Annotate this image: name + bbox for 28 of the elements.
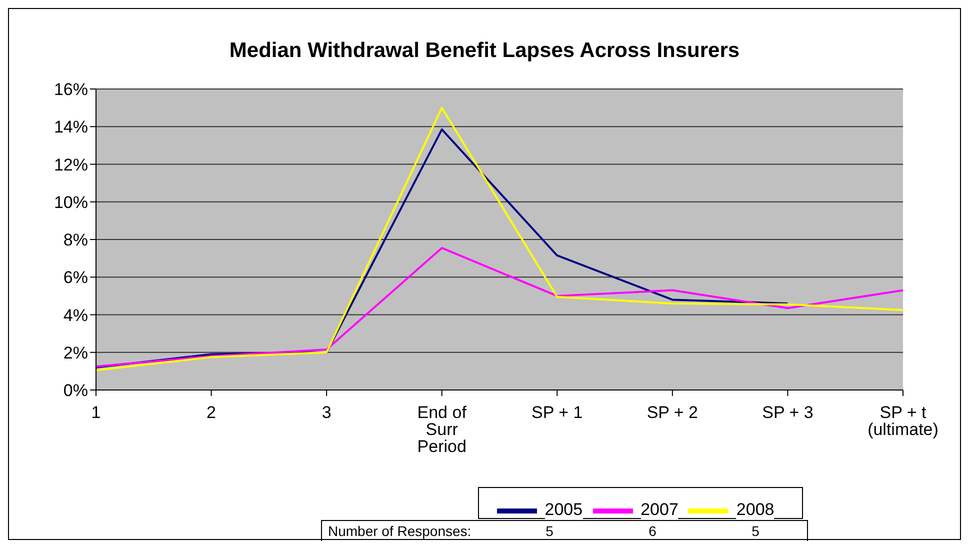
- y-tick-label: 2%: [63, 343, 88, 362]
- y-tick-label: 6%: [63, 268, 88, 288]
- x-tick-label: 2: [206, 403, 216, 422]
- y-tick-label: 16%: [54, 80, 88, 100]
- x-tick-label: End of Surr Period: [417, 403, 467, 456]
- line-series: [95, 246, 904, 368]
- text: 6: [648, 523, 658, 539]
- x-tick-label: SP + t (ultimate): [868, 403, 938, 440]
- y-tick-label: 4%: [63, 306, 88, 325]
- text: Number of Responses:: [327, 523, 472, 539]
- line-series: [95, 128, 789, 368]
- x-tick-label: SP + 3: [762, 403, 814, 422]
- y-tick-label: 10%: [54, 192, 88, 212]
- line-series: [95, 106, 904, 372]
- x-tick-label: 1: [91, 403, 101, 422]
- legend-label: 2005: [544, 500, 583, 520]
- x-tick-label: SP + 2: [646, 403, 698, 422]
- legend-label: 2008: [736, 500, 774, 520]
- y-tick-label: 0%: [63, 381, 88, 400]
- chart-title: Median Withdrawal Benefit Lapses Across Insurers: [228, 39, 741, 63]
- x-tick-label: 3: [322, 403, 332, 422]
- text: 5: [750, 523, 760, 539]
- y-tick-label: 12%: [54, 155, 88, 174]
- text: 5: [544, 523, 554, 539]
- x-tick-label: SP + 1: [532, 403, 583, 422]
- y-tick-label: 8%: [63, 230, 88, 250]
- y-tick-label: 14%: [54, 118, 88, 137]
- legend-label: 2007: [640, 500, 678, 520]
